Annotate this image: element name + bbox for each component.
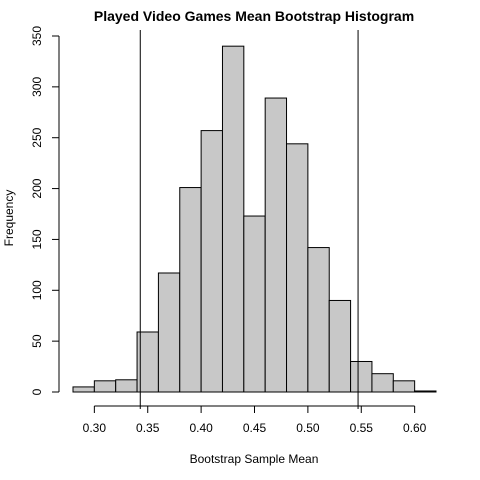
x-axis: 0.30 0.35 0.40 0.45 0.50 0.55 0.60 [83,405,427,435]
histogram-bar [243,215,266,393]
histogram-bar [286,143,309,393]
histogram-bar [221,45,245,393]
reference-lines-group [139,30,359,409]
chart-title: Played Video Games Mean Bootstrap Histog… [94,8,414,24]
histogram-bar [350,360,373,393]
x-tick-label: 0.55 [350,421,374,435]
y-tick-label: 250 [30,127,44,147]
histogram-bar [307,247,330,393]
histogram-bar [392,380,416,393]
histogram-bar [115,379,138,393]
histogram-bar [328,299,352,393]
bars-group [72,45,437,393]
y-tick-label: 300 [30,77,44,97]
histogram-bar [200,130,223,393]
x-tick-label: 0.40 [189,421,213,435]
x-tick-label: 0.50 [296,421,320,435]
y-tick-label: 200 [30,178,44,198]
x-axis-label: Bootstrap Sample Mean [190,452,319,466]
y-tick-label: 150 [30,229,44,249]
x-tick-label: 0.35 [136,421,160,435]
histogram-bar [371,373,394,393]
y-axis-label: Frequency [2,190,16,247]
y-tick-label: 350 [30,26,44,46]
histogram-bar [93,380,117,393]
x-tick-label: 0.45 [243,421,267,435]
y-tick-label: 0 [30,388,44,395]
histogram-bar [72,386,95,393]
histogram-bar [179,187,202,393]
histogram-bar [414,390,437,393]
y-axis: 0 50 100 150 200 250 300 350 [30,26,60,395]
histogram-bar [264,97,288,393]
x-tick-label: 0.60 [403,421,427,435]
x-tick-label: 0.30 [83,421,107,435]
y-tick-label: 100 [30,280,44,300]
y-tick-label: 50 [30,334,44,348]
histogram-bar [157,272,181,393]
